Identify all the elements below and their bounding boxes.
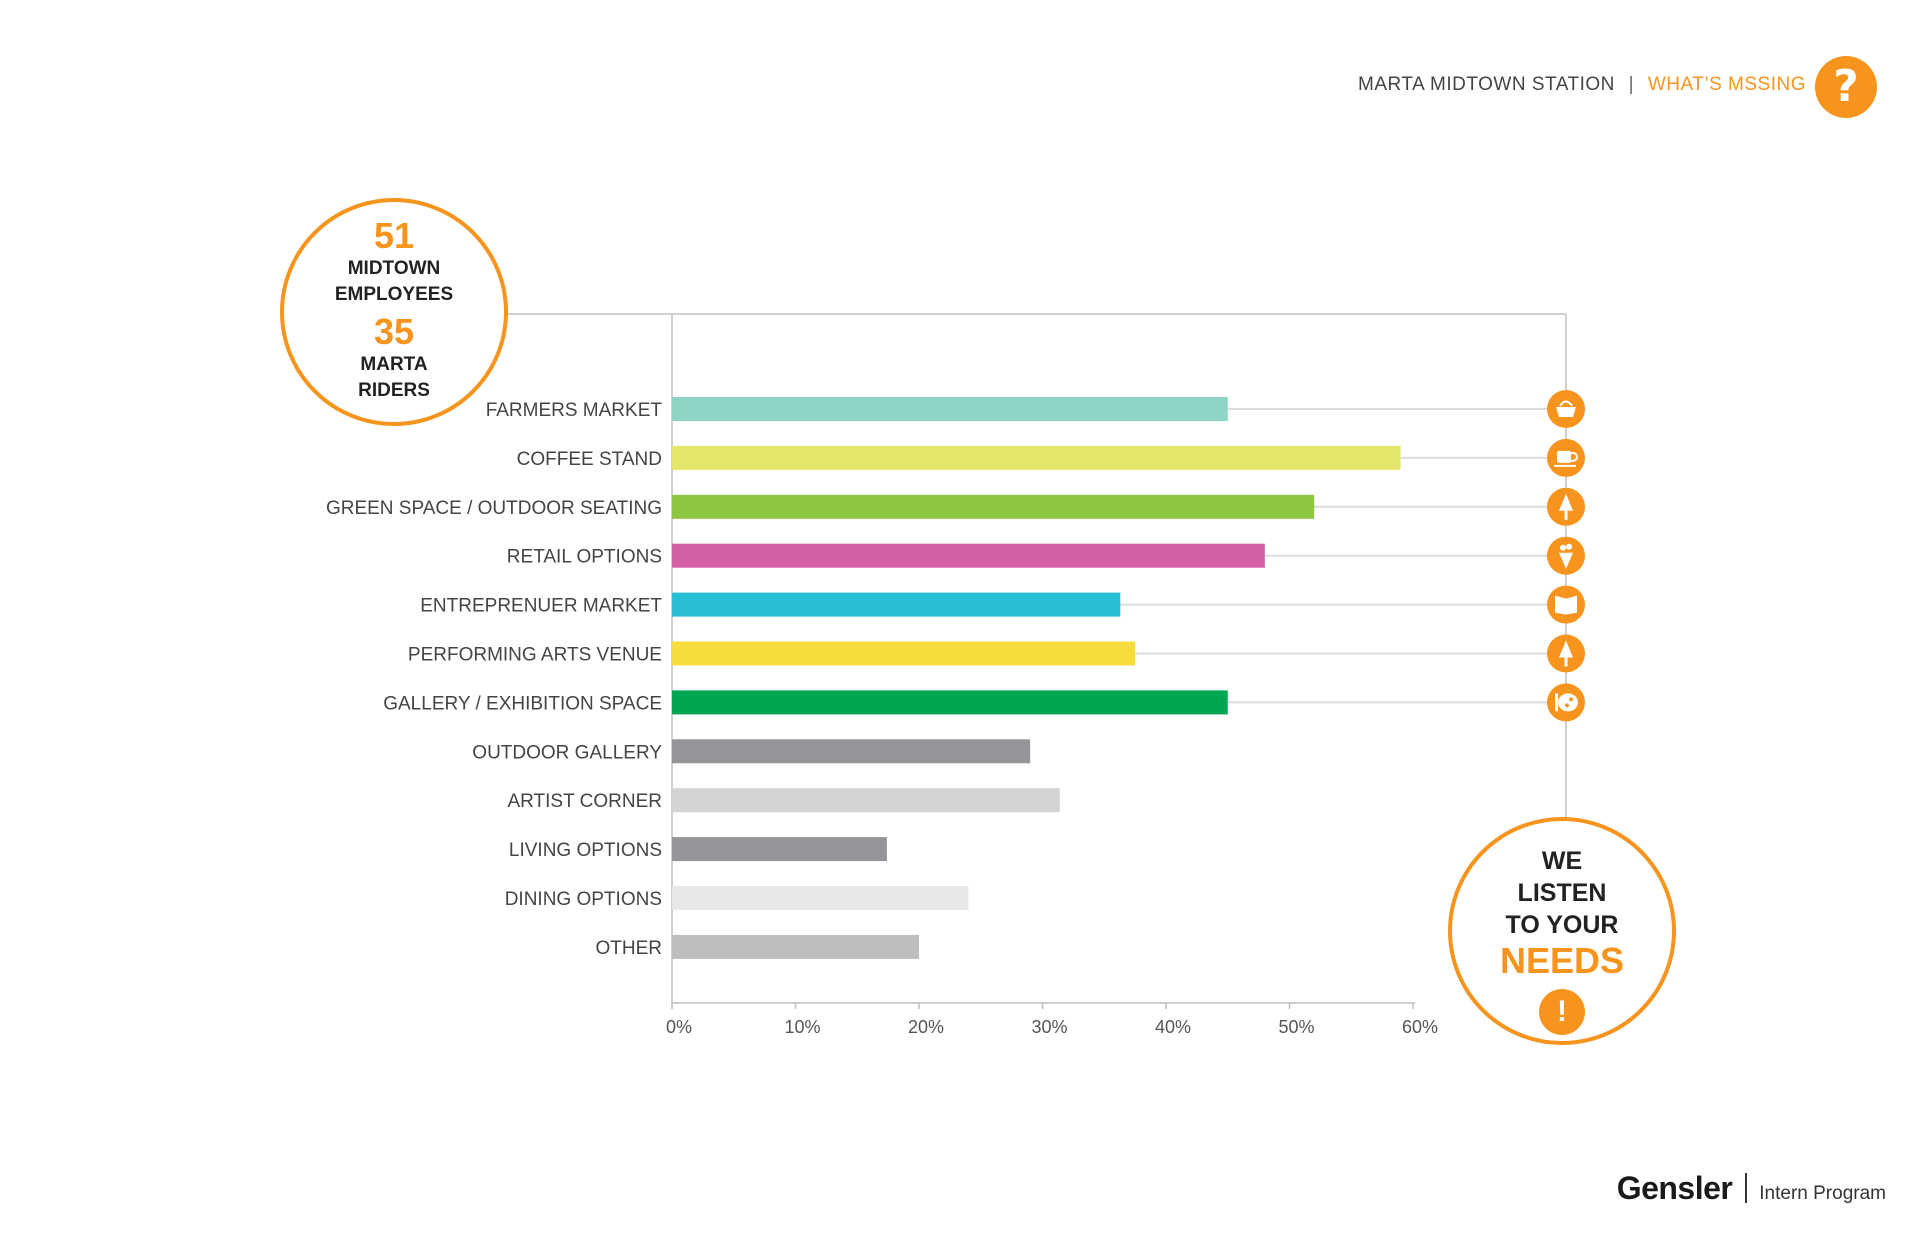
category-label: COFFEE STAND [517, 449, 662, 470]
x-tick-label: 30% [1031, 1017, 1067, 1037]
tree-crown [1559, 493, 1573, 511]
bar [672, 494, 1315, 519]
x-tick-label: 10% [784, 1017, 820, 1037]
employees-label-1: MIDTOWN [347, 258, 441, 279]
x-tick-label: 0% [666, 1017, 692, 1037]
riders-label-2: RIDERS [358, 380, 430, 401]
brand-logo: Gensler [1616, 1170, 1733, 1206]
basket-shape [1556, 407, 1576, 417]
question-mark-icon: ? [1815, 56, 1877, 118]
category-label: OTHER [596, 938, 663, 959]
x-tick-label: 40% [1155, 1017, 1191, 1037]
shopping-bag-icon [1547, 536, 1585, 575]
book-right-page [1566, 595, 1577, 615]
chart-bars [672, 397, 1566, 959]
respondent-stats-badge: 51 MIDTOWN EMPLOYEES 35 MARTA RIDERS [280, 198, 508, 426]
tree-icon [1547, 634, 1585, 673]
employees-count: 51 [373, 215, 415, 256]
bar [672, 543, 1265, 568]
bar [672, 397, 1228, 421]
exclamation-icon: ! [1539, 989, 1585, 1035]
section-title: WHAT’S MSSING [1647, 74, 1806, 95]
category-label: GALLERY / EXHIBITION SPACE [383, 693, 662, 714]
cup-handle [1568, 451, 1578, 462]
palette-dot [1569, 697, 1573, 702]
category-label: DINING OPTIONS [505, 889, 662, 910]
page-header: MARTA MIDTOWN STATION | WHAT’S MSSING [1358, 74, 1806, 96]
bar [672, 690, 1228, 715]
x-tick-label: 50% [1278, 1017, 1314, 1037]
bar [672, 837, 887, 862]
cup-saucer [1554, 464, 1576, 467]
bar [672, 445, 1401, 470]
station-title: MARTA MIDTOWN STATION [1358, 74, 1615, 95]
category-label: RETAIL OPTIONS [507, 547, 662, 568]
tree-crown [1559, 640, 1573, 658]
tree-icon [1547, 487, 1585, 526]
category-label: GREEN SPACE / OUTDOOR SEATING [326, 498, 662, 519]
needs-line-2: LISTEN [1517, 879, 1607, 907]
tree-trunk [1564, 510, 1568, 520]
basket-handle [1559, 400, 1573, 407]
footer-branding: Gensler Intern Program [1617, 1170, 1886, 1207]
bar [672, 739, 1031, 764]
palette-body [1558, 693, 1578, 712]
coffee-cup-icon [1547, 438, 1585, 477]
bar [672, 886, 969, 910]
program-label: Intern Program [1759, 1183, 1886, 1204]
bag-body [1559, 552, 1573, 569]
x-tick-label: 60% [1402, 1017, 1438, 1037]
category-label: ARTIST CORNER [508, 791, 663, 812]
needs-badge: WE LISTEN TO YOUR NEEDS ! [1448, 817, 1676, 1045]
bar [672, 641, 1136, 666]
bar [672, 934, 919, 959]
footer-divider [1744, 1173, 1747, 1203]
book-icon [1547, 585, 1585, 624]
palette-brush [1555, 693, 1558, 712]
riders-count: 35 [373, 311, 415, 352]
riders-label-1: MARTA [360, 354, 428, 375]
cup-body [1557, 450, 1571, 463]
bar [672, 592, 1121, 617]
x-tick-label: 20% [908, 1017, 944, 1037]
employees-label-2: EMPLOYEES [334, 284, 454, 305]
needs-line-1: WE [1541, 847, 1583, 875]
bar [672, 788, 1060, 813]
chart-x-axis: 0% 10% 20% 30% 40% 50% 60% [666, 1002, 1438, 1037]
chart-category-labels: FARMERS MARKET COFFEE STAND GREEN SPACE / … [326, 400, 662, 959]
category-label: OUTDOOR GALLERY [472, 742, 662, 763]
header-separator: | [1628, 74, 1635, 95]
chart-icons [1547, 390, 1585, 722]
needs-line-3: TO YOUR [1505, 911, 1619, 939]
needs-accent: NEEDS [1499, 940, 1625, 981]
basket-icon [1547, 390, 1585, 428]
palette-dot [1565, 703, 1569, 708]
category-label: PERFORMING ARTS VENUE [408, 645, 662, 666]
bag-detail [1566, 543, 1572, 550]
paint-palette-icon [1547, 683, 1585, 722]
category-label: FARMERS MARKET [486, 400, 663, 421]
tree-trunk [1564, 657, 1568, 667]
book-left-page [1555, 595, 1566, 615]
category-label: LIVING OPTIONS [509, 840, 662, 861]
bag-detail [1560, 544, 1566, 551]
category-label: ENTREPRENUER MARKET [420, 596, 662, 617]
